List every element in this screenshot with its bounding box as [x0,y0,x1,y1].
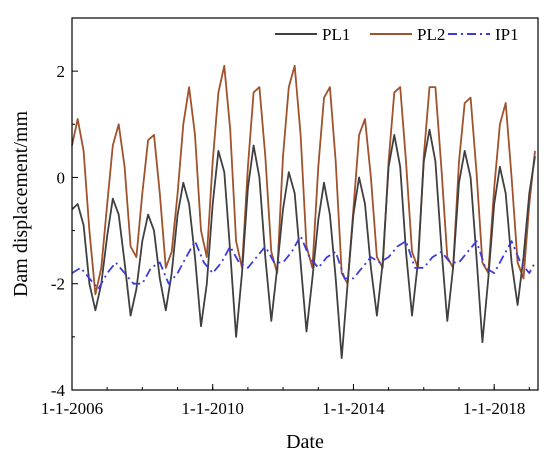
y-tick-label: 2 [57,62,66,81]
series-layer [71,64,536,359]
y-tick-label: -2 [51,275,65,294]
legend-label-ip1: IP1 [495,25,519,44]
y-axis-title: Dam displacement/mm [10,111,32,298]
series-pl2-line [71,64,536,296]
series-pl1-line [71,128,536,359]
series-ip1-line [71,235,536,290]
y-tick-label: -4 [51,381,66,400]
y-axis: -4 -2 0 2 [51,62,78,400]
x-tick-label: 1-1-2010 [182,399,244,418]
legend: PL1 PL2 IP1 [275,25,519,44]
legend-label-pl2: PL2 [417,25,445,44]
x-tick-label: 1-1-2006 [41,399,103,418]
x-axis-title: Date [286,431,324,453]
x-tick-label: 1-1-2018 [463,399,525,418]
legend-label-pl1: PL1 [322,25,350,44]
plot-frame [71,17,539,391]
x-axis: 1-1-2006 1-1-2010 1-1-2014 1-1-2018 [41,384,530,418]
x-tick-label: 1-1-2014 [322,399,385,418]
y-tick-label: 0 [57,168,66,187]
